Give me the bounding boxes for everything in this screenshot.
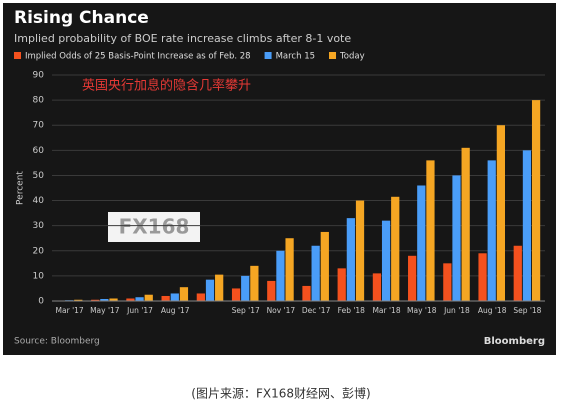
- bar: [522, 150, 532, 301]
- x-tick-label: Jun '18: [443, 306, 470, 315]
- bar: [408, 255, 417, 301]
- annotation: 英国央行加息的隐含几率攀升: [82, 78, 251, 94]
- bar: [215, 274, 224, 301]
- brand: Bloomberg: [484, 336, 545, 347]
- bar: [109, 298, 118, 301]
- legend-swatch: [264, 52, 272, 59]
- bar: [443, 263, 452, 301]
- legend-swatch: [329, 52, 337, 59]
- x-tick-label: Feb '18: [338, 306, 365, 315]
- x-tick-label: Sep '17: [232, 306, 260, 315]
- y-tick-label: 90: [33, 71, 45, 81]
- bar: [231, 288, 241, 301]
- bar: [100, 298, 109, 301]
- x-tick-label: Jun '17: [126, 306, 153, 315]
- bar: [513, 245, 522, 301]
- y-tick-label: 70: [33, 121, 45, 131]
- y-tick-label: 0: [38, 297, 44, 307]
- bar: [496, 125, 505, 301]
- bar: [302, 285, 311, 301]
- bar: [531, 100, 541, 301]
- legend-swatch: [14, 52, 21, 59]
- bar: [91, 299, 100, 301]
- y-axis-label: Percent: [16, 171, 26, 205]
- bar: [144, 294, 153, 301]
- bar: [478, 253, 487, 301]
- y-tick-label: 20: [33, 246, 45, 256]
- bar: [170, 293, 179, 301]
- x-tick-label: Sep '18: [513, 306, 541, 315]
- chart-title: Rising Chance: [14, 8, 149, 28]
- bar: [135, 297, 144, 301]
- x-tick-label: Dec '17: [302, 306, 331, 315]
- x-tick-label: May '18: [407, 306, 437, 315]
- watermark: FX168: [119, 215, 190, 239]
- x-tick-label: Aug '17: [161, 306, 190, 315]
- bar: [337, 268, 346, 301]
- bar: [372, 273, 382, 301]
- bar: [205, 279, 215, 301]
- y-tick-label: 60: [33, 146, 45, 156]
- bar: [161, 295, 170, 301]
- bar: [241, 275, 250, 301]
- bar: [285, 238, 294, 301]
- x-tick-label: Nov '17: [267, 306, 296, 315]
- bar: [487, 160, 496, 301]
- x-tick-label: May '17: [90, 306, 120, 315]
- bar: [346, 218, 355, 301]
- y-tick-label: 10: [33, 271, 45, 281]
- subtitle: Implied probability of BOE rate increase…: [14, 32, 351, 45]
- bar: [126, 298, 135, 301]
- bar: [250, 265, 259, 301]
- bar: [355, 200, 365, 301]
- bar: [391, 196, 400, 301]
- y-tick-label: 80: [33, 96, 45, 106]
- bar: [311, 245, 320, 301]
- y-tick-label: 30: [33, 221, 45, 231]
- legend-label: Implied Odds of 25 Basis-Point Increase …: [25, 52, 251, 62]
- y-tick-label: 50: [33, 171, 45, 181]
- legend-label: March 15: [276, 52, 315, 62]
- bar: [74, 299, 83, 301]
- bar: [452, 175, 461, 301]
- x-tick-label: Mar '17: [56, 306, 84, 315]
- legend-label: Today: [339, 52, 365, 62]
- bar: [276, 250, 285, 301]
- bar: [381, 220, 391, 301]
- bar: [320, 231, 329, 301]
- bar: [196, 293, 205, 301]
- x-tick-label: Mar '18: [372, 306, 400, 315]
- bar: [179, 287, 189, 301]
- y-tick-label: 40: [33, 196, 45, 206]
- bar: [267, 280, 276, 301]
- x-tick-label: Aug '18: [478, 306, 507, 315]
- bar: [417, 185, 426, 301]
- watermark-box: [108, 212, 200, 242]
- caption: (图片来源：FX168财经网、彭博): [191, 386, 370, 401]
- bar: [426, 160, 435, 301]
- bar: [461, 147, 470, 301]
- source: Source: Bloomberg: [14, 337, 100, 347]
